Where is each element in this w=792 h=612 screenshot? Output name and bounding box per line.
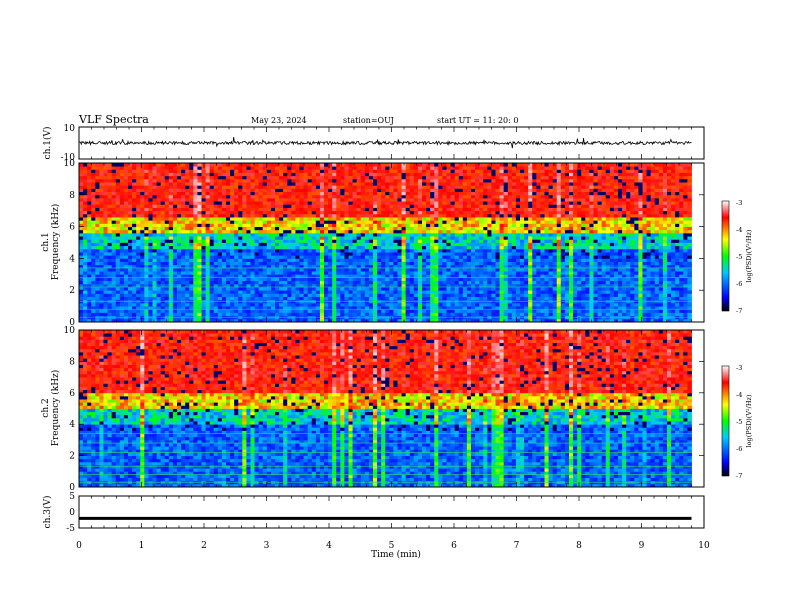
- ch1-spectrogram-yticks: 0 2 4 6 8 10: [64, 159, 76, 328]
- spectrogram-ytick-label: 8: [69, 357, 75, 367]
- ch2-colorbar-tick-3: -5: [736, 418, 742, 426]
- ch1-colorbar-tick-4: -6: [736, 280, 742, 288]
- ch2-colorbar-label: log(PSD)(V²/Hz): [745, 394, 753, 447]
- time-axis-label: Time (min): [371, 549, 421, 560]
- time-tick-label: 1: [139, 541, 145, 551]
- time-tick-label: 10: [698, 541, 710, 551]
- spectrogram-ytick-label: 2: [69, 452, 75, 462]
- figure-title: VLF Spectra: [78, 113, 149, 126]
- ch2-spectrogram-ylabel: Frequency (kHz): [50, 370, 61, 447]
- ch1-spectrogram-ylabel-top: ch.1: [41, 232, 51, 251]
- ch2-spectrogram-yticks: 0 2 4 6 8 10: [64, 326, 76, 493]
- ch2-colorbar-gradient: [721, 365, 730, 477]
- spectrogram-ytick-label: 2: [69, 286, 75, 296]
- time-tick-label: 3: [264, 541, 270, 551]
- time-tick-label: 8: [576, 541, 582, 551]
- ch1-spectrogram-ylabel: Frequency (kHz): [50, 204, 61, 281]
- ch3-ytick-top: 5: [69, 492, 75, 502]
- spectrogram-ytick-label: 10: [64, 159, 76, 169]
- ch1-colorbar-label: log(PSD)(V²/Hz): [745, 229, 753, 282]
- spectrogram-ytick-label: 4: [69, 420, 75, 430]
- ch3-ytick-bottom: -5: [66, 524, 75, 534]
- ch3-waveform-panel: 5 0 -5 ch.3(V) 0 1 2 3 4 5 6 7 8 9 10 Time (min): [42, 492, 710, 560]
- ch1-waveform-ylabel: ch.1(V): [42, 127, 53, 160]
- time-tick-label: 4: [326, 541, 332, 551]
- ch1-spectrogram-image: [79, 163, 692, 323]
- ch1-waveform-ticks: [78, 127, 705, 159]
- time-tick-label: 0: [76, 541, 82, 551]
- ch1-ytick-top: 10: [64, 124, 76, 134]
- station-label: station=OUJ: [343, 116, 394, 125]
- start-time-label: start UT = 11: 20: 0: [437, 116, 518, 125]
- time-tick-label: 9: [639, 541, 645, 551]
- time-tick-label: 2: [201, 541, 207, 551]
- ch3-waveform-ylabel: ch.3(V): [42, 496, 53, 529]
- ch2-colorbar-tick-5: -7: [736, 472, 742, 480]
- ch2-spectrogram-ticks: [78, 329, 705, 488]
- ch1-spectrogram-ticks: [78, 162, 705, 323]
- ch3-waveform-ticks: [78, 496, 705, 528]
- ch1-ytick-bottom: -10: [61, 153, 76, 163]
- time-tick-label: 7: [514, 541, 520, 551]
- ch1-waveform-trace: [78, 136, 692, 149]
- spectrogram-ytick-label: 8: [69, 191, 75, 201]
- date-label: May 23, 2024: [251, 116, 307, 125]
- ch1-colorbar-gradient: [721, 200, 730, 312]
- ch2-colorbar-tick-2: -4: [736, 391, 742, 399]
- ch1-colorbar-tick-1: -3: [736, 199, 742, 207]
- ch2-colorbar-tick-4: -6: [736, 445, 742, 453]
- ch2-spectrogram-image: [79, 330, 692, 488]
- spectrogram-ytick-label: 6: [69, 389, 75, 399]
- spectrogram-ytick-label: 0: [69, 318, 75, 328]
- ch1-colorbar-tick-5: -7: [736, 307, 742, 315]
- ch2-spectrogram-ylabel-top: ch.2: [41, 398, 51, 417]
- ch1-spectrogram-panel: 0 2 4 6 8 10 ch.1 Frequency (kHz): [41, 159, 705, 328]
- time-axis-tick-labels: 0 1 2 3 4 5 6 7 8 9 10: [76, 541, 710, 551]
- spectrogram-ytick-label: 6: [69, 223, 75, 233]
- ch1-waveform-panel: 10 -10 ch.1(V): [42, 124, 705, 163]
- spectrogram-ytick-label: 10: [64, 326, 76, 336]
- ch3-ytick-mid: 0: [69, 508, 75, 518]
- ch2-spectrogram-panel: 0 2 4 6 8 10 ch.2 Frequency (kHz): [41, 326, 705, 493]
- spectrogram-ytick-label: 0: [69, 483, 75, 493]
- ch2-colorbar: -3 -4 -5 -6 -7 log(PSD)(V²/Hz): [721, 364, 753, 480]
- ch1-colorbar-tick-2: -4: [736, 226, 742, 234]
- ch2-colorbar-tick-1: -3: [736, 364, 742, 372]
- time-tick-label: 6: [451, 541, 457, 551]
- spectrogram-ytick-label: 4: [69, 254, 75, 264]
- ch1-colorbar-tick-3: -5: [736, 253, 742, 261]
- ch1-colorbar: -3 -4 -5 -6 -7 log(PSD)(V²/Hz): [721, 199, 753, 315]
- time-tick-label: 5: [389, 541, 395, 551]
